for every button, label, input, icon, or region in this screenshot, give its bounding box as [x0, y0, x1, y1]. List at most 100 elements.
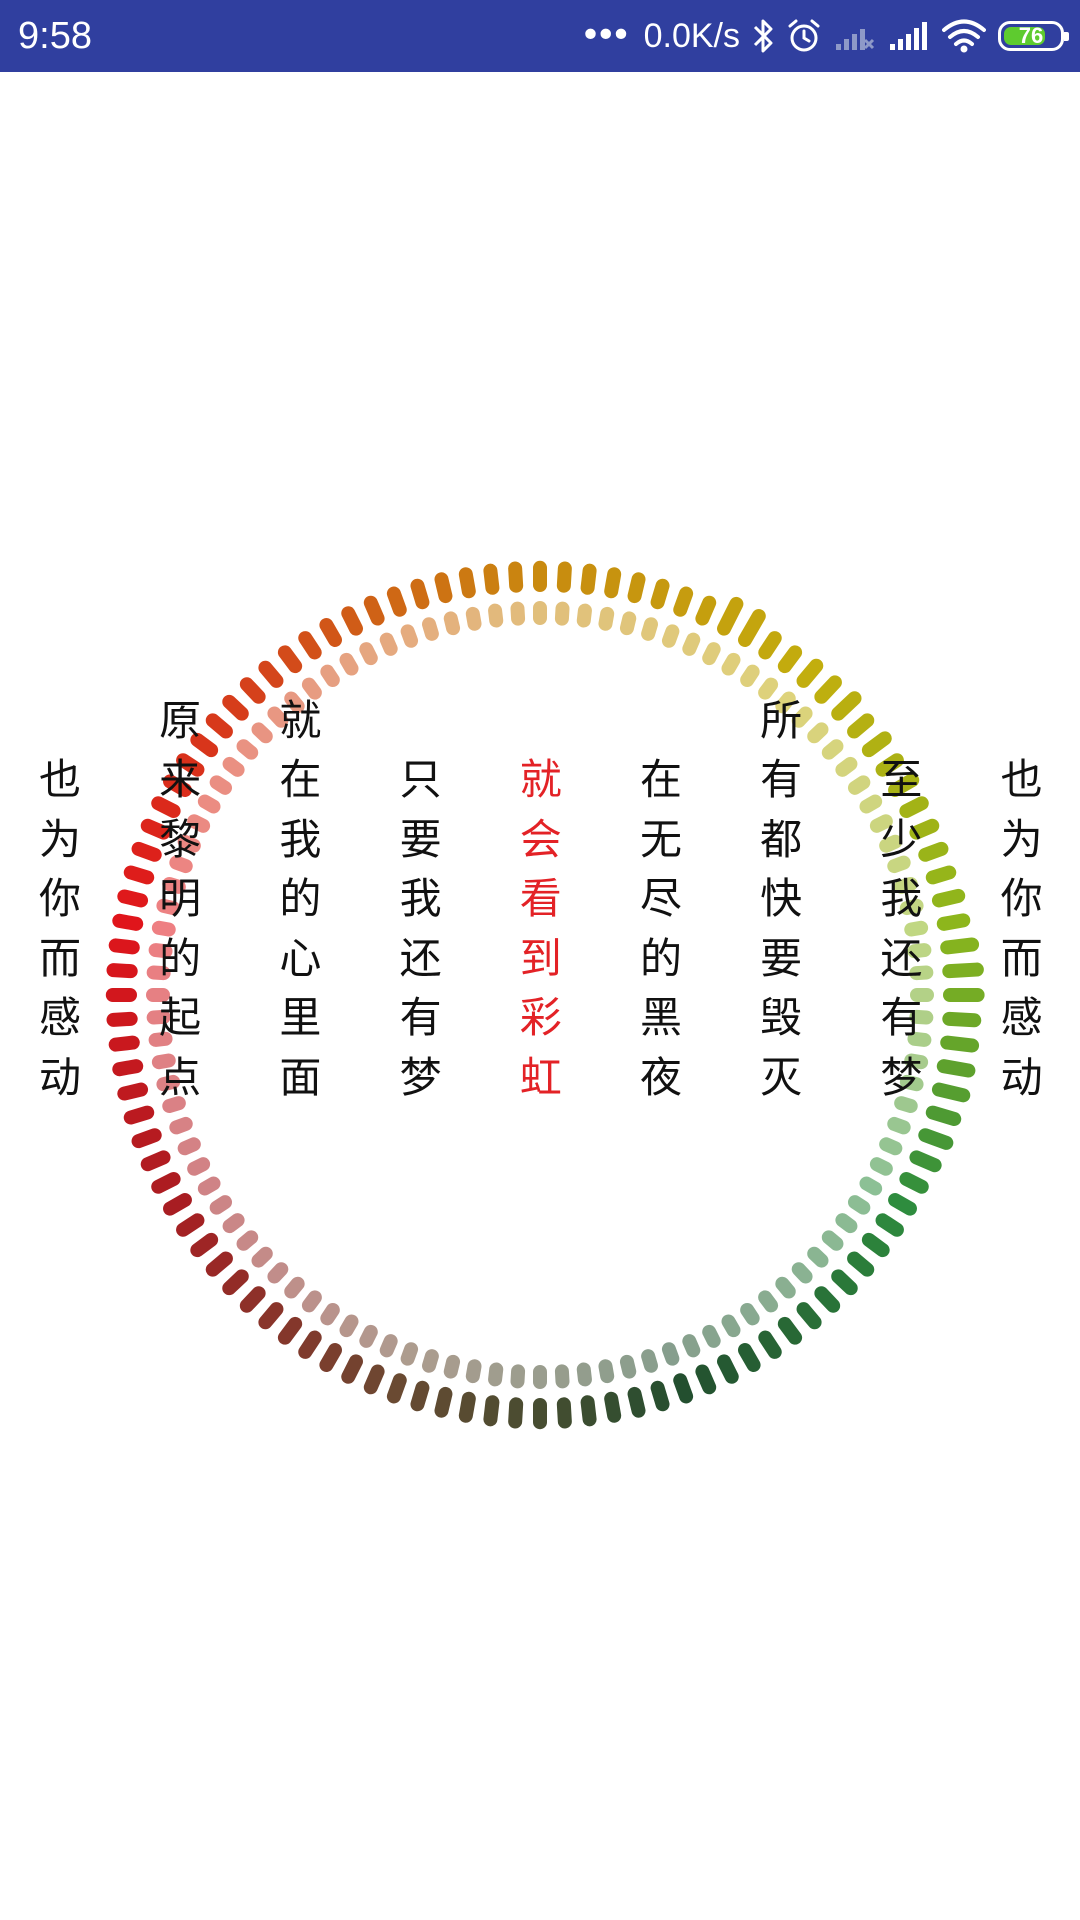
- ring-outer-segment: [899, 796, 929, 818]
- lyric-char: 面: [279, 1052, 322, 1102]
- lyric-char: 而: [38, 933, 81, 983]
- lyric-char: 为: [38, 814, 81, 864]
- ring-inner-segment: [869, 1157, 893, 1176]
- ring-inner-segment: [721, 652, 741, 676]
- ring-outer-segment: [899, 1172, 929, 1194]
- ring-inner-segment: [887, 1116, 911, 1135]
- ring-inner-segment: [758, 1290, 779, 1313]
- ring-outer-segment: [942, 962, 984, 979]
- status-time: 9:58: [18, 15, 92, 57]
- ring-inner-segment: [320, 664, 340, 688]
- lyric-char: 在: [279, 755, 322, 804]
- ring-outer-segment: [604, 1391, 622, 1423]
- ring-inner-segment: [301, 677, 322, 700]
- ring-inner-segment: [169, 1116, 193, 1135]
- ring-outer-segment: [942, 1011, 982, 1028]
- ring-outer-segment: [796, 658, 824, 688]
- ring-outer-segment: [410, 578, 430, 610]
- ring-inner-segment: [209, 775, 233, 795]
- ring-outer-segment: [458, 567, 476, 599]
- ring-inner-segment: [339, 652, 359, 676]
- lyric-line-1: 也为你而感动: [30, 750, 90, 1107]
- ring-outer-segment: [117, 1082, 149, 1101]
- ring-outer-segment: [888, 773, 920, 797]
- alarm-icon: [786, 18, 822, 54]
- ring-inner-segment: [554, 601, 570, 626]
- lyric-char: 至: [880, 755, 923, 804]
- ring-inner-segment: [859, 794, 883, 814]
- ring-outer-segment: [604, 567, 622, 599]
- ring-outer-segment: [673, 586, 694, 617]
- lyric-char: 到: [519, 933, 562, 983]
- ring-inner-segment: [682, 1334, 701, 1358]
- ring-inner-segment: [222, 1213, 245, 1234]
- lyric-line-8: 至少我还有梦: [871, 750, 931, 1107]
- ring-inner-segment: [284, 1276, 305, 1299]
- ring-outer-segment: [151, 1172, 181, 1194]
- ring-inner-segment: [907, 1031, 932, 1047]
- battery-icon: 76: [998, 21, 1069, 51]
- lyric-char: 黎: [159, 814, 202, 864]
- ring-outer-segment: [386, 586, 407, 617]
- ring-inner-segment: [641, 617, 658, 641]
- ring-inner-segment: [162, 1096, 186, 1113]
- ring-outer-segment: [556, 561, 572, 593]
- lyric-char: 都: [760, 814, 803, 864]
- ring-outer-segment: [831, 691, 862, 721]
- ring-inner-segment: [465, 1359, 482, 1384]
- wifi-icon: [942, 19, 986, 53]
- ring-inner-segment: [879, 1137, 903, 1156]
- ring-outer-segment: [556, 1397, 572, 1429]
- ring-inner-segment: [251, 1246, 273, 1268]
- lyric-char: 少: [880, 814, 923, 864]
- ring-inner-segment: [510, 601, 526, 626]
- ring-outer-segment: [277, 1316, 303, 1345]
- ring-outer-segment: [738, 1343, 761, 1372]
- lyric-char: 感: [38, 993, 81, 1042]
- ring-outer-segment: [458, 1391, 476, 1423]
- lyric-char: 你: [38, 874, 81, 923]
- ring-inner-segment: [443, 611, 461, 636]
- ring-inner-segment: [151, 920, 176, 937]
- ring-inner-segment: [151, 1053, 176, 1070]
- battery-level: 76: [1018, 23, 1044, 48]
- ring-outer-segment: [363, 1364, 385, 1395]
- ring-inner-segment: [909, 965, 934, 981]
- ring-outer-segment: [831, 1269, 858, 1296]
- ring-inner-segment: [894, 1096, 918, 1113]
- ring-inner-segment: [758, 677, 779, 700]
- ring-inner-segment: [598, 606, 615, 631]
- ring-outer-segment: [650, 1380, 670, 1412]
- ring-outer-segment: [363, 595, 385, 626]
- ring-outer-segment: [190, 1232, 219, 1258]
- ring-outer-segment: [108, 938, 140, 955]
- ring-outer-segment: [112, 1059, 144, 1077]
- lyric-char: 我: [279, 814, 322, 864]
- ring-outer-segment: [410, 1380, 430, 1412]
- lyric-line-6: 在无尽的黑夜: [631, 750, 691, 1107]
- ring-inner-segment: [702, 642, 721, 666]
- lyric-char: 感: [1000, 993, 1043, 1042]
- lyric-char: 有: [399, 993, 442, 1042]
- ring-outer-segment: [650, 578, 670, 610]
- ring-outer-segment: [695, 1364, 717, 1395]
- ring-outer-segment: [918, 1128, 954, 1150]
- lyric-char: 的: [159, 933, 202, 983]
- lyric-char: 尽: [639, 874, 682, 923]
- ring-inner-segment: [907, 943, 932, 959]
- lyric-char: 心: [279, 933, 322, 983]
- ring-inner-segment: [162, 877, 186, 894]
- lyric-char: 也: [1000, 755, 1043, 804]
- ring-inner-segment: [859, 1176, 883, 1196]
- lyrics-visualizer[interactable]: 也为你而感动原来黎明的起点就在我的心里面只要我还有梦就会看到彩虹在无尽的黑夜所有…: [0, 72, 1080, 1920]
- lyric-char: 为: [1000, 814, 1043, 864]
- bluetooth-icon: [752, 18, 774, 54]
- ring-outer-segment: [814, 1286, 841, 1313]
- ring-outer-segment: [936, 1059, 976, 1078]
- ring-outer-segment: [483, 1395, 500, 1427]
- ring-inner-segment: [443, 1354, 461, 1379]
- ring-inner-segment: [465, 606, 482, 631]
- ring-inner-segment: [284, 691, 305, 714]
- ring-inner-segment: [301, 1290, 322, 1313]
- ring-outer-segment: [258, 1302, 284, 1330]
